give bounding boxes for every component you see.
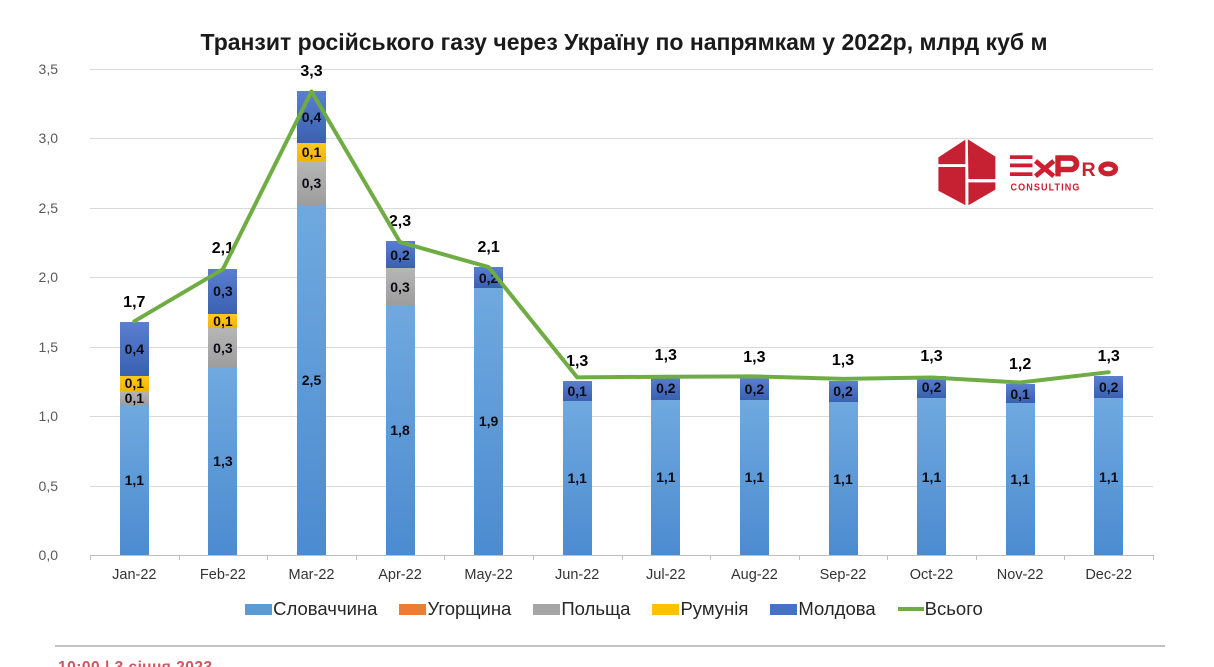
svg-text:R: R <box>1082 159 1096 181</box>
svg-text:CONSULTING: CONSULTING <box>1011 182 1081 193</box>
